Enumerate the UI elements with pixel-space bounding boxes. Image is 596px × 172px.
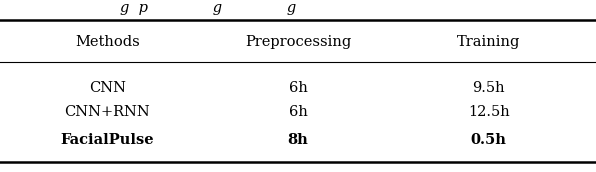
Text: CNN+RNN: CNN+RNN <box>64 105 150 119</box>
Text: 9.5h: 9.5h <box>473 81 505 95</box>
Text: Training: Training <box>457 35 520 49</box>
Text: g  p              g              g: g p g g <box>120 1 297 15</box>
Text: Methods: Methods <box>75 35 139 49</box>
Text: FacialPulse: FacialPulse <box>60 133 154 147</box>
Text: 12.5h: 12.5h <box>468 105 510 119</box>
Text: CNN: CNN <box>89 81 126 95</box>
Text: 6h: 6h <box>288 81 308 95</box>
Text: 6h: 6h <box>288 105 308 119</box>
Text: 0.5h: 0.5h <box>471 133 507 147</box>
Text: 8h: 8h <box>288 133 308 147</box>
Text: Preprocessing: Preprocessing <box>245 35 351 49</box>
